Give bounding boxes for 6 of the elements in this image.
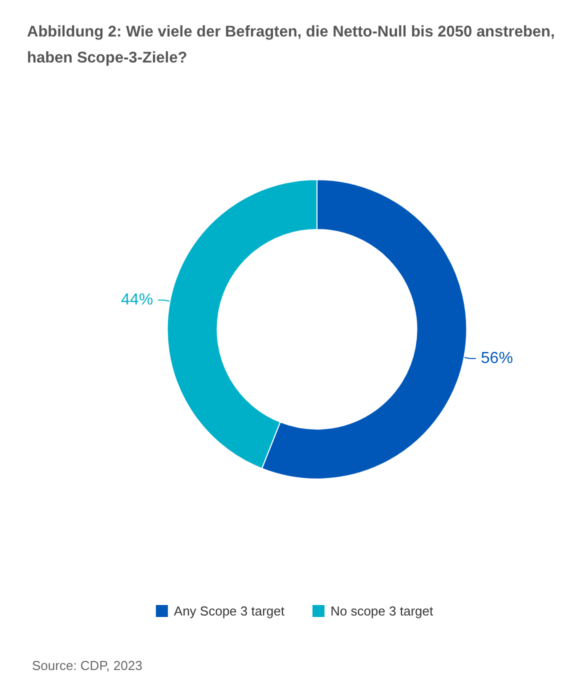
chart-title: Abbildung 2: Wie viele der Befragten, die Netto-Null bis 2050 anstreben, haben Scope-3-Ziele? [27, 24, 560, 66]
data-label: 56% [480, 350, 513, 367]
legend-label: Any Scope 3 target [174, 604, 285, 618]
legend-label: No scope 3 target [330, 604, 434, 618]
source-note: Source: CDP, 2023 [32, 658, 142, 673]
data-label: 44% [121, 292, 154, 309]
